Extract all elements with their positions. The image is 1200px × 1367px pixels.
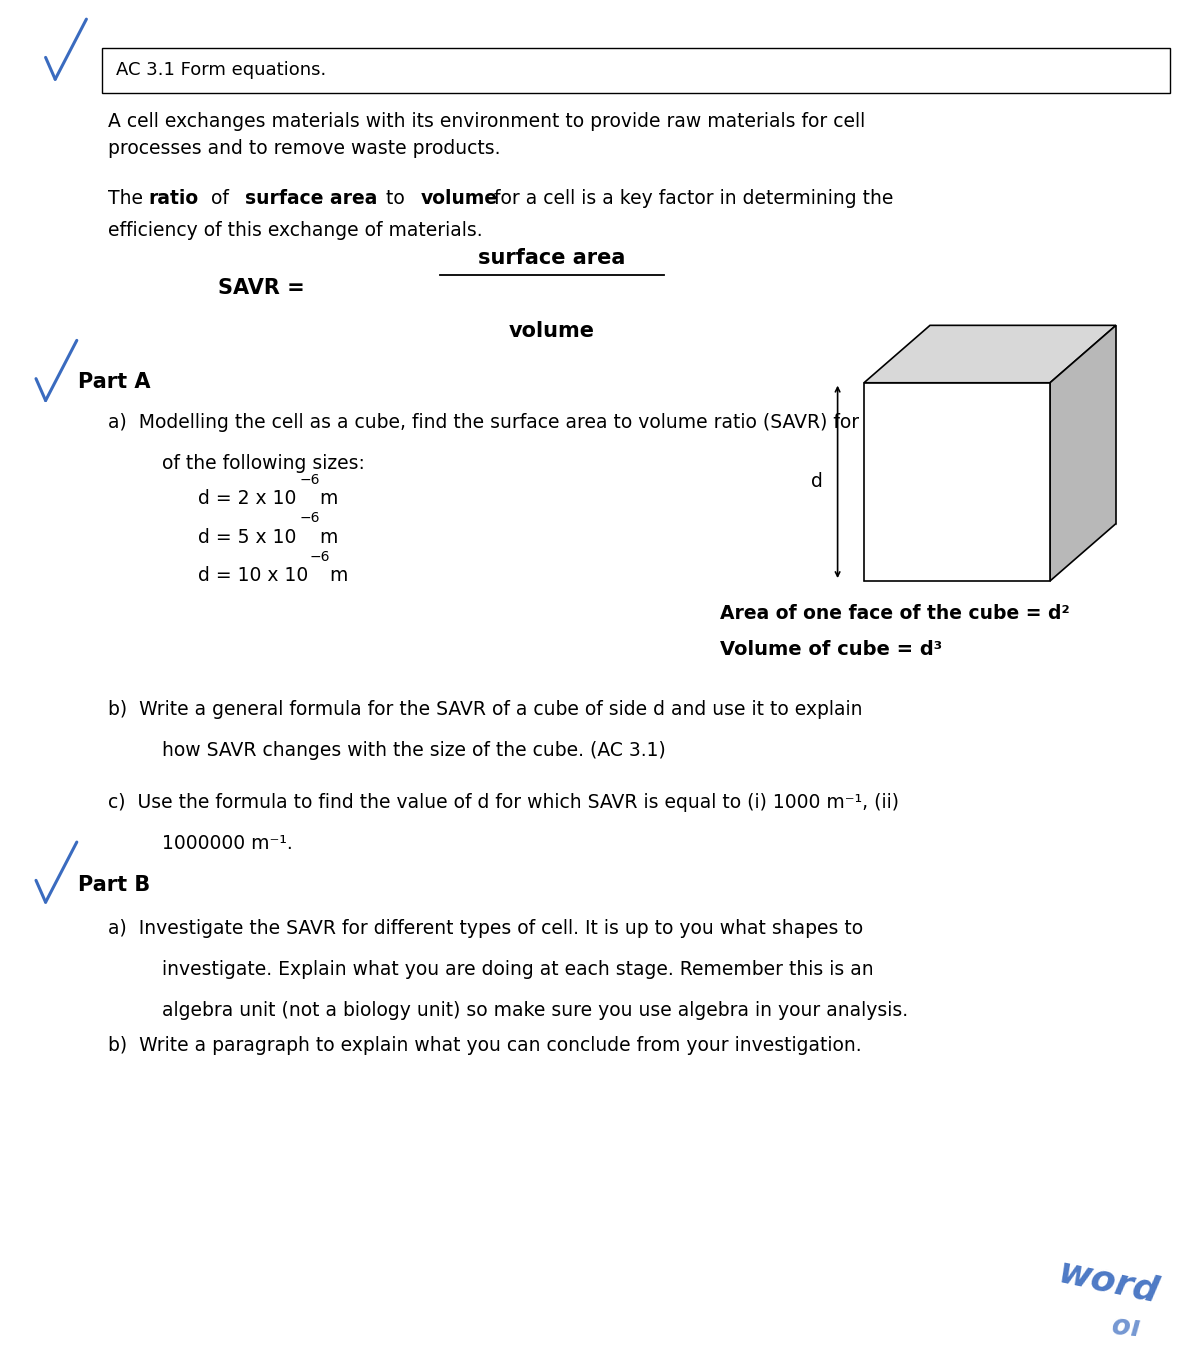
Text: −6: −6	[299, 473, 319, 487]
Text: for a cell is a key factor in determining the: for a cell is a key factor in determinin…	[488, 189, 894, 208]
Text: AC 3.1 Form equations.: AC 3.1 Form equations.	[116, 62, 326, 79]
Text: b)  Write a general formula for the SAVR of a cube of side d and use it to expla: b) Write a general formula for the SAVR …	[108, 700, 863, 719]
Text: efficiency of this exchange of materials.: efficiency of this exchange of materials…	[108, 221, 482, 241]
Text: d = 2 x 10: d = 2 x 10	[198, 489, 296, 509]
Text: d = 10 x 10: d = 10 x 10	[198, 566, 308, 585]
Text: A cell exchanges materials with its environment to provide raw materials for cel: A cell exchanges materials with its envi…	[108, 112, 865, 159]
Text: surface area: surface area	[479, 247, 625, 268]
Text: The: The	[108, 189, 149, 208]
Text: SAVR =: SAVR =	[218, 279, 312, 298]
Text: m: m	[314, 489, 338, 509]
Text: Part B: Part B	[78, 875, 150, 895]
Text: −6: −6	[299, 511, 319, 525]
Text: c)  Use the formula to find the value of d for which SAVR is equal to (i) 1000 m: c) Use the formula to find the value of …	[108, 793, 899, 812]
Text: surface area: surface area	[245, 189, 378, 208]
Text: a)  Investigate the SAVR for different types of cell. It is up to you what shape: a) Investigate the SAVR for different ty…	[108, 919, 863, 938]
FancyBboxPatch shape	[102, 48, 1170, 93]
Text: to: to	[380, 189, 410, 208]
Text: ratio: ratio	[149, 189, 199, 208]
Text: Part A: Part A	[78, 372, 150, 392]
Text: oı: oı	[1110, 1312, 1141, 1342]
Text: word: word	[1056, 1255, 1163, 1310]
Polygon shape	[864, 383, 1050, 581]
Text: d: d	[811, 473, 823, 491]
Text: m: m	[324, 566, 349, 585]
Text: volume: volume	[509, 321, 595, 342]
Text: Volume of cube = d³: Volume of cube = d³	[720, 640, 942, 659]
Text: d = 5 x 10: d = 5 x 10	[198, 528, 296, 547]
Text: of the following sizes:: of the following sizes:	[162, 454, 365, 473]
Text: of: of	[205, 189, 235, 208]
Text: how SAVR changes with the size of the cube. (AC 3.1): how SAVR changes with the size of the cu…	[162, 741, 666, 760]
Text: 1000000 m⁻¹.: 1000000 m⁻¹.	[162, 834, 293, 853]
Text: investigate. Explain what you are doing at each stage. Remember this is an: investigate. Explain what you are doing …	[162, 960, 874, 979]
Text: algebra unit (not a biology unit) so make sure you use algebra in your analysis.: algebra unit (not a biology unit) so mak…	[162, 1001, 908, 1020]
Polygon shape	[864, 325, 1116, 383]
Polygon shape	[1050, 325, 1116, 581]
Text: Area of one face of the cube = d²: Area of one face of the cube = d²	[720, 604, 1069, 623]
Text: −6: −6	[310, 550, 330, 563]
Text: volume: volume	[421, 189, 498, 208]
Text: a)  Modelling the cell as a cube, find the surface area to volume ratio (SAVR) f: a) Modelling the cell as a cube, find th…	[108, 413, 907, 432]
Text: m: m	[314, 528, 338, 547]
Text: b)  Write a paragraph to explain what you can conclude from your investigation.: b) Write a paragraph to explain what you…	[108, 1036, 862, 1055]
